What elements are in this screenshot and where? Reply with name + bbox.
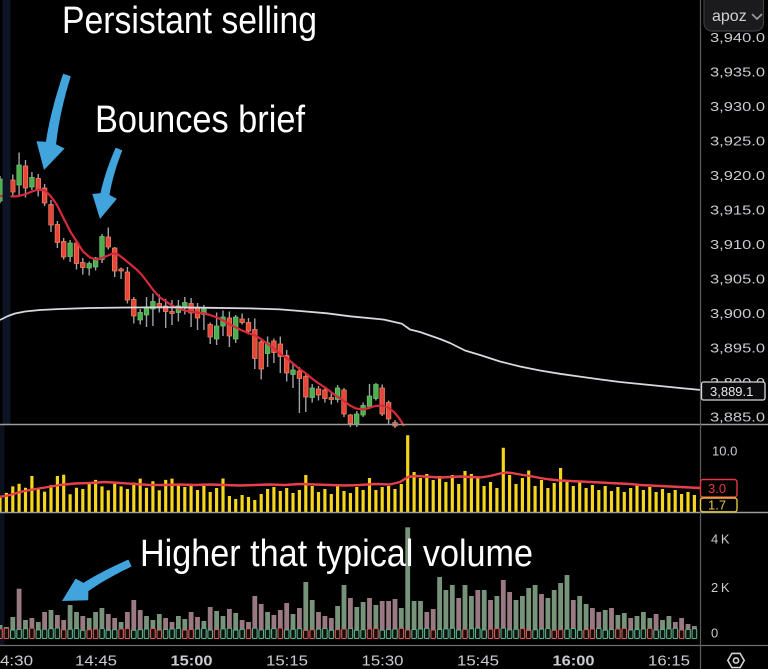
- svg-text:2 K: 2 K: [711, 580, 730, 595]
- svg-text:3,910.0: 3,910.0: [710, 237, 765, 252]
- svg-text:15:45: 15:45: [457, 653, 499, 669]
- svg-text:3,930.0: 3,930.0: [710, 99, 765, 114]
- svg-text:Higher that typical volume: Higher that typical volume: [140, 533, 533, 575]
- svg-text:15:30: 15:30: [362, 653, 404, 669]
- svg-text:15:00: 15:00: [171, 653, 213, 669]
- svg-text:apoz: apoz: [712, 8, 747, 25]
- svg-text:14:45: 14:45: [75, 653, 117, 669]
- svg-text:3,895.0: 3,895.0: [710, 341, 765, 356]
- svg-text:3,935.0: 3,935.0: [710, 65, 765, 80]
- svg-text:Persistant selling: Persistant selling: [62, 0, 317, 42]
- svg-text:3,900.0: 3,900.0: [710, 306, 765, 321]
- svg-text:1.7: 1.7: [708, 498, 726, 513]
- svg-text:10.0: 10.0: [712, 444, 737, 459]
- svg-text:3.0: 3.0: [708, 481, 726, 496]
- svg-text:16:15: 16:15: [648, 653, 690, 669]
- svg-text:3,889.1: 3,889.1: [710, 384, 753, 399]
- svg-text:3,885.0: 3,885.0: [710, 410, 765, 425]
- svg-text:15:15: 15:15: [266, 653, 308, 669]
- svg-text:4 K: 4 K: [711, 532, 730, 547]
- svg-text:4:30: 4:30: [0, 653, 33, 669]
- svg-text:0: 0: [711, 626, 718, 641]
- svg-text:3,920.0: 3,920.0: [710, 168, 765, 183]
- svg-text:3,915.0: 3,915.0: [710, 203, 765, 218]
- svg-text:Bounces brief: Bounces brief: [95, 99, 305, 141]
- svg-text:3,905.0: 3,905.0: [710, 272, 765, 287]
- svg-text:3,925.0: 3,925.0: [710, 134, 765, 149]
- svg-text:16:00: 16:00: [553, 653, 595, 669]
- svg-text:3,940.0: 3,940.0: [710, 30, 765, 45]
